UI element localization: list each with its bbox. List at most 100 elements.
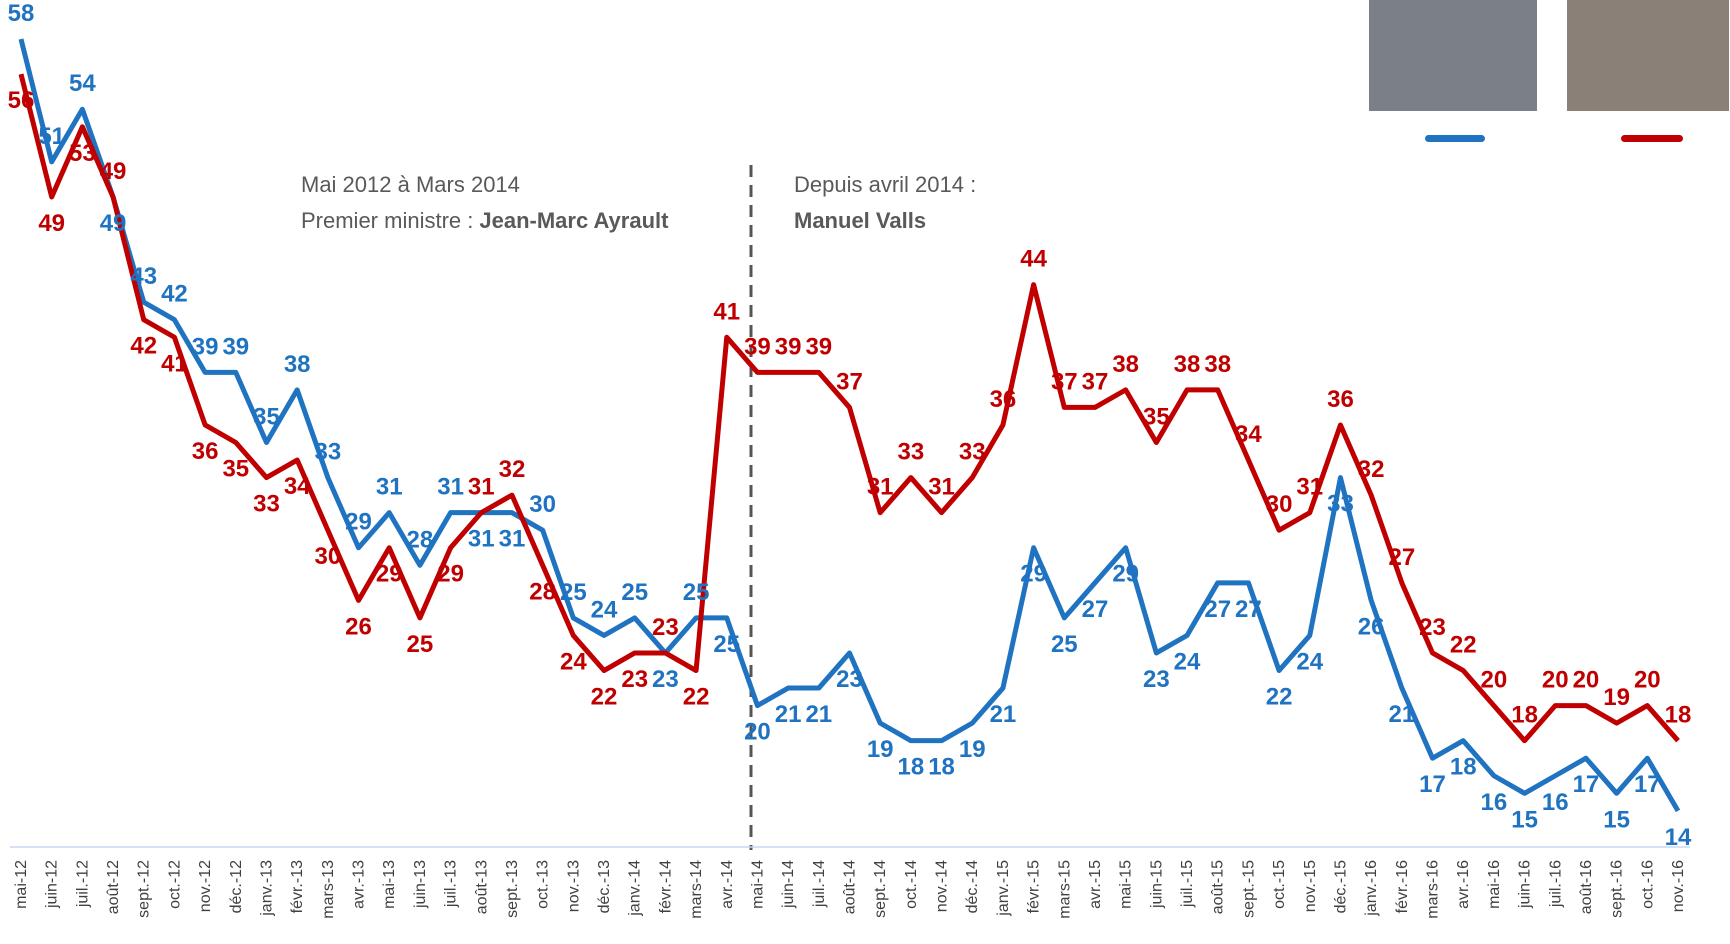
- data-label: 36: [1327, 386, 1354, 413]
- data-label: 22: [1266, 684, 1293, 711]
- data-label: 35: [222, 456, 249, 483]
- data-label: 18: [898, 754, 925, 781]
- x-tick-label: mars-16: [1425, 860, 1442, 919]
- photo: [1369, 0, 1537, 111]
- data-label: 39: [192, 333, 219, 360]
- x-tick-label: avr.-15: [1087, 860, 1104, 909]
- data-label: 31: [437, 474, 464, 501]
- data-label: 31: [468, 474, 495, 501]
- data-label: 54: [69, 70, 96, 97]
- x-tick-label: nov.-13: [565, 860, 582, 912]
- data-label: 21: [990, 701, 1017, 728]
- annotation: Depuis avril 2014 :: [794, 172, 976, 197]
- data-label: 31: [867, 474, 894, 501]
- x-tick-label: avr.-16: [1455, 860, 1472, 909]
- data-label: 33: [1327, 491, 1354, 518]
- data-label: 25: [713, 631, 740, 658]
- x-tick-label: sept.-16: [1609, 860, 1626, 918]
- data-label: 36: [990, 386, 1017, 413]
- data-label: 22: [591, 684, 618, 711]
- data-label: 42: [161, 281, 188, 308]
- x-tick-label: oct.-14: [903, 860, 920, 909]
- data-label: 38: [1112, 351, 1139, 378]
- data-label: 31: [499, 526, 526, 553]
- data-label: 32: [499, 456, 526, 483]
- x-tick-label: juil.-13: [443, 860, 460, 908]
- data-label: 26: [1358, 613, 1385, 640]
- data-label: 21: [805, 701, 832, 728]
- x-tick-label: mars-15: [1056, 860, 1073, 919]
- data-label: 37: [1051, 368, 1078, 395]
- data-label: 21: [775, 701, 802, 728]
- data-label: 27: [1235, 596, 1262, 623]
- x-tick-label: avr.-13: [351, 860, 368, 909]
- data-label: 15: [1603, 806, 1630, 833]
- x-tick-label: janv.-15: [995, 860, 1012, 917]
- data-label: 17: [1419, 771, 1446, 798]
- x-tick-label: janv.-13: [258, 860, 275, 917]
- x-tick-label: juil.-15: [1179, 860, 1196, 908]
- x-tick-label: août-16: [1578, 860, 1595, 914]
- data-label: 36: [192, 438, 219, 465]
- x-tick-label: juil.-14: [811, 860, 828, 908]
- x-tick-label: déc.-12: [228, 860, 245, 913]
- data-label: 31: [468, 526, 495, 553]
- data-label: 38: [1204, 351, 1231, 378]
- data-label: 30: [315, 543, 342, 570]
- data-label: 27: [1388, 544, 1415, 571]
- x-tick-label: janv.-16: [1363, 860, 1380, 917]
- data-label: 41: [161, 350, 188, 377]
- data-label: 49: [100, 158, 127, 185]
- x-tick-label: mai-15: [1118, 860, 1135, 909]
- x-tick-label: mai-13: [381, 860, 398, 909]
- data-label: 41: [713, 298, 740, 325]
- x-tick-label: oct.-16: [1639, 860, 1656, 909]
- data-label: 44: [1020, 246, 1047, 273]
- data-label: 25: [560, 579, 587, 606]
- data-label: 18: [1511, 702, 1538, 729]
- photo: [1567, 0, 1729, 111]
- data-label: 43: [130, 263, 157, 290]
- data-label: 28: [529, 578, 556, 605]
- data-label: 16: [1481, 789, 1508, 816]
- data-label: 24: [1174, 648, 1201, 675]
- data-label: 28: [407, 526, 434, 553]
- x-tick-label: déc.-13: [596, 860, 613, 913]
- data-label: 35: [1143, 404, 1170, 431]
- legend-swatch: [1621, 135, 1683, 142]
- data-label: 20: [1542, 667, 1569, 694]
- data-label: 22: [683, 684, 710, 711]
- data-label: 19: [867, 736, 894, 763]
- x-tick-label: févr.-14: [657, 860, 674, 913]
- data-label: 23: [1419, 614, 1446, 641]
- x-tick-label: juin-16: [1517, 860, 1534, 909]
- x-tick-label: sept.-15: [1240, 860, 1257, 918]
- x-tick-label: oct.-12: [166, 860, 183, 909]
- data-label: 20: [744, 719, 771, 746]
- data-label: 32: [1358, 456, 1385, 483]
- data-label: 22: [1450, 632, 1477, 659]
- data-label: 19: [959, 736, 986, 763]
- data-label: 29: [1020, 561, 1047, 588]
- data-label: 17: [1573, 771, 1600, 798]
- x-tick-label: juil.-16: [1547, 860, 1564, 908]
- data-label: 30: [529, 491, 556, 518]
- x-tick-label: sept.-13: [504, 860, 521, 918]
- x-tick-label: août-12: [105, 860, 122, 914]
- data-label: 53: [69, 140, 96, 167]
- annotation: Manuel Valls: [794, 208, 926, 233]
- data-label: 16: [1542, 789, 1569, 816]
- x-tick-label: nov.-12: [197, 860, 214, 912]
- x-tick-label: févr.-15: [1026, 860, 1043, 913]
- data-label: 58: [8, 0, 35, 27]
- data-label: 17: [1634, 771, 1661, 798]
- x-tick-label: juil.-12: [74, 860, 91, 908]
- data-label: 38: [1174, 351, 1201, 378]
- data-label: 56: [8, 87, 35, 114]
- data-label: 24: [1296, 648, 1323, 675]
- data-label: 31: [376, 474, 403, 501]
- x-tick-label: avr.-14: [719, 860, 736, 909]
- data-label: 33: [959, 439, 986, 466]
- data-label: 49: [100, 210, 127, 237]
- data-label: 23: [1143, 666, 1170, 693]
